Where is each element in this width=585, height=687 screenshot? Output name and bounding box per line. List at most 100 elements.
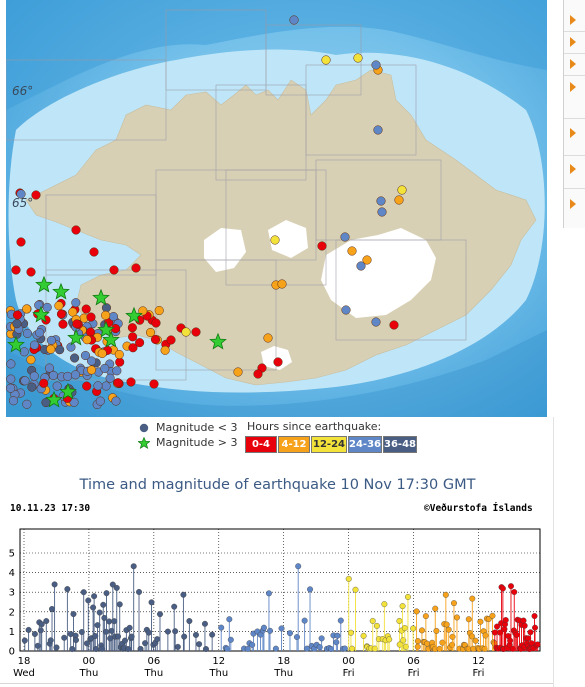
- sea-deep-south: [6, 330, 547, 417]
- quake-point: [401, 625, 408, 632]
- quake-point: [267, 627, 274, 634]
- quake-dot: [113, 378, 123, 388]
- quake-point: [531, 613, 538, 620]
- earthquake-map[interactable]: 66° 65°: [6, 0, 547, 417]
- x-tick-hour: 18: [277, 656, 290, 667]
- quake-dot: [29, 340, 40, 350]
- quake-dot: [16, 237, 26, 247]
- quake-point: [439, 639, 446, 646]
- quake-point: [432, 605, 439, 612]
- quake-dot: [26, 355, 36, 365]
- x-tick-hour: 12: [212, 656, 225, 667]
- quake-point: [502, 617, 509, 624]
- x-tick-hour: 18: [18, 656, 31, 667]
- x-tick-day: Thu: [143, 668, 163, 679]
- side-arrow-5[interactable]: [570, 128, 576, 138]
- quake-point: [520, 617, 527, 624]
- quake-point: [360, 632, 367, 639]
- quake-dot: [46, 335, 56, 345]
- side-divider: [564, 188, 585, 189]
- side-divider: [564, 155, 585, 156]
- quake-point: [78, 629, 85, 635]
- quake-dot: [31, 190, 41, 200]
- quake-point: [122, 637, 128, 644]
- quake-point: [25, 626, 32, 633]
- quake-dot: [58, 319, 68, 329]
- quake-point: [113, 584, 120, 591]
- quake-point: [94, 622, 101, 629]
- quake-dot: [356, 261, 366, 271]
- quake-point: [154, 636, 161, 643]
- quake-point: [49, 606, 55, 612]
- quake-star: [209, 332, 227, 350]
- quake-dot: [101, 310, 111, 320]
- side-arrow-3[interactable]: [570, 59, 576, 69]
- quake-dot: [317, 241, 327, 251]
- quake-point: [34, 642, 41, 649]
- side-divider: [564, 75, 585, 76]
- quake-dot: [166, 335, 176, 345]
- quake-point: [386, 636, 393, 643]
- chart-frame: [19, 528, 541, 652]
- side-arrow-4[interactable]: [570, 82, 576, 92]
- quake-point: [91, 593, 98, 600]
- quake-point: [410, 625, 417, 632]
- quake-star: [59, 382, 77, 400]
- quake-star: [67, 328, 85, 346]
- quake-dot: [270, 235, 280, 245]
- x-tick-day: Thu: [208, 668, 228, 679]
- quake-dot: [371, 317, 381, 327]
- hours-box-24-36: 24-36: [348, 436, 382, 453]
- quake-point: [69, 646, 76, 652]
- map-quakes: [6, 15, 407, 410]
- side-arrow-1[interactable]: [570, 15, 576, 25]
- side-arrow-2[interactable]: [570, 37, 576, 47]
- y-tick-label: 4: [9, 568, 15, 579]
- x-tick-day: Fri: [343, 668, 355, 679]
- quake-point: [145, 629, 152, 636]
- quake-star: [102, 330, 120, 348]
- quake-dot: [101, 381, 111, 391]
- map-svg: [6, 0, 547, 417]
- magnitude-legend: Magnitude < 3 Magnitude > 3: [138, 420, 238, 450]
- quake-dot: [376, 196, 386, 206]
- quake-dot: [109, 265, 119, 275]
- side-arrow-6[interactable]: [570, 164, 576, 174]
- quake-dot: [105, 373, 115, 383]
- quake-point: [534, 641, 541, 648]
- lat-label-65: 65°: [12, 196, 34, 210]
- quake-point: [442, 591, 449, 598]
- quake-point: [130, 563, 137, 570]
- quake-dot: [93, 381, 103, 391]
- quake-dot: [86, 312, 96, 322]
- quake-dot: [71, 298, 81, 308]
- quake-point: [307, 586, 314, 593]
- quake-point: [528, 640, 535, 647]
- x-tick-hour: 12: [472, 656, 485, 667]
- quake-point: [371, 645, 378, 652]
- quake-dot: [289, 15, 299, 25]
- quake-point: [192, 631, 199, 638]
- quake-point: [508, 583, 514, 590]
- quake-dot: [128, 332, 138, 342]
- hours-legend: Hours since earthquake: 0-4 4-12 12-24 2…: [245, 420, 418, 453]
- quake-point: [85, 597, 92, 604]
- quake-dot: [263, 333, 273, 343]
- quake-point: [181, 633, 188, 640]
- quake-point: [73, 637, 79, 644]
- quake-point: [157, 611, 163, 618]
- quake-point: [532, 624, 538, 631]
- quake-dot: [233, 367, 243, 377]
- quake-dot: [397, 185, 407, 195]
- side-arrow-7[interactable]: [570, 199, 576, 209]
- quake-point: [499, 585, 506, 592]
- quake-point: [43, 618, 50, 625]
- y-tick-label: 2: [9, 607, 15, 618]
- quake-dot: [111, 396, 121, 406]
- x-tick-day: Thu: [273, 668, 293, 679]
- hours-box-0-4: 0-4: [245, 436, 277, 453]
- quake-point: [295, 563, 302, 570]
- quake-dot: [8, 396, 18, 406]
- quake-point: [92, 633, 99, 639]
